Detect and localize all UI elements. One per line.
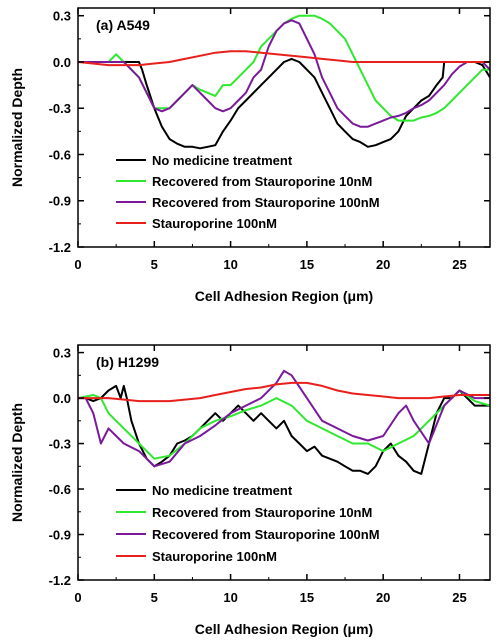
x-tick-label: 15 xyxy=(300,590,314,605)
series-group xyxy=(78,369,490,475)
y-tick-label: 0.3 xyxy=(53,346,71,361)
y-tick-label: -0.6 xyxy=(49,482,71,497)
x-tick-label: 25 xyxy=(452,590,466,605)
series-line-3 xyxy=(78,369,490,468)
y-tick-label: -0.3 xyxy=(49,437,71,452)
x-tick-label: 25 xyxy=(452,257,466,272)
legend-label-4: Stauroporine 100nM xyxy=(152,216,277,231)
x-tick-label: 20 xyxy=(376,257,390,272)
chart-panel-1: 0 5 10 15 20 25 0.3 0.0 -0.3 -0.6 -0.9 -1.2 Cell Adh… xyxy=(9,7,491,304)
y-tick-label: -0.6 xyxy=(49,147,71,162)
x-tick-label: 5 xyxy=(151,257,158,272)
y-tick-label: -0.9 xyxy=(49,528,71,543)
legend: No medicine treatment Recovered from Stau… xyxy=(116,483,380,564)
y-tick-label: 0.0 xyxy=(53,55,71,70)
panel-label: (b) H1299 xyxy=(96,354,159,370)
y-axis-title: Normalized Depth xyxy=(9,403,25,522)
y-tick-label: 0.0 xyxy=(53,391,71,406)
legend-label-4: Stauroporine 100nM xyxy=(152,549,277,564)
legend-label-1: No medicine treatment xyxy=(152,153,293,168)
y-tick-label: 0.3 xyxy=(53,9,71,24)
y-tick-label: -0.9 xyxy=(49,194,71,209)
series-line-2 xyxy=(78,14,490,122)
series-line-1 xyxy=(78,57,490,150)
y-tick-label: -1.2 xyxy=(49,240,71,255)
y-tick-label: -0.3 xyxy=(49,101,71,116)
series-line-3 xyxy=(78,19,490,128)
x-axis-title: Cell Adhesion Region (μm) xyxy=(195,621,373,637)
x-tick-label: 5 xyxy=(151,590,158,605)
series-group xyxy=(78,14,490,150)
legend-label-3: Recovered from Stauroporine 100nM xyxy=(152,195,380,210)
legend-label-2: Recovered from Stauroporine 10nM xyxy=(152,505,372,520)
series-line-2 xyxy=(78,389,490,460)
x-axis-title: Cell Adhesion Region (μm) xyxy=(195,288,373,304)
y-axis-title: Normalized Depth xyxy=(9,68,25,187)
plot-frame xyxy=(77,7,491,248)
x-tick-label: 20 xyxy=(376,590,390,605)
x-tick-label: 0 xyxy=(74,257,81,272)
legend: No medicine treatment Recovered from Stau… xyxy=(116,153,380,231)
x-tick-label: 10 xyxy=(223,257,237,272)
y-tick-label: -1.2 xyxy=(49,573,71,588)
series-line-4 xyxy=(78,381,490,403)
plot-frame xyxy=(77,344,491,581)
legend-label-3: Recovered from Stauroporine 100nM xyxy=(152,527,380,542)
legend-label-2: Recovered from Stauroporine 10nM xyxy=(152,174,372,189)
x-tick-label: 0 xyxy=(74,590,81,605)
x-tick-label: 15 xyxy=(300,257,314,272)
legend-label-1: No medicine treatment xyxy=(152,483,293,498)
series-line-4 xyxy=(78,50,490,67)
series-line-1 xyxy=(78,384,490,475)
x-tick-label: 10 xyxy=(223,590,237,605)
chart-panel-2: 0 5 10 15 20 25 0.3 0.0 -0.3 -0.6 -0.9 -1.2 Cell Adh… xyxy=(9,344,491,637)
panel-label: (a) A549 xyxy=(96,17,150,33)
